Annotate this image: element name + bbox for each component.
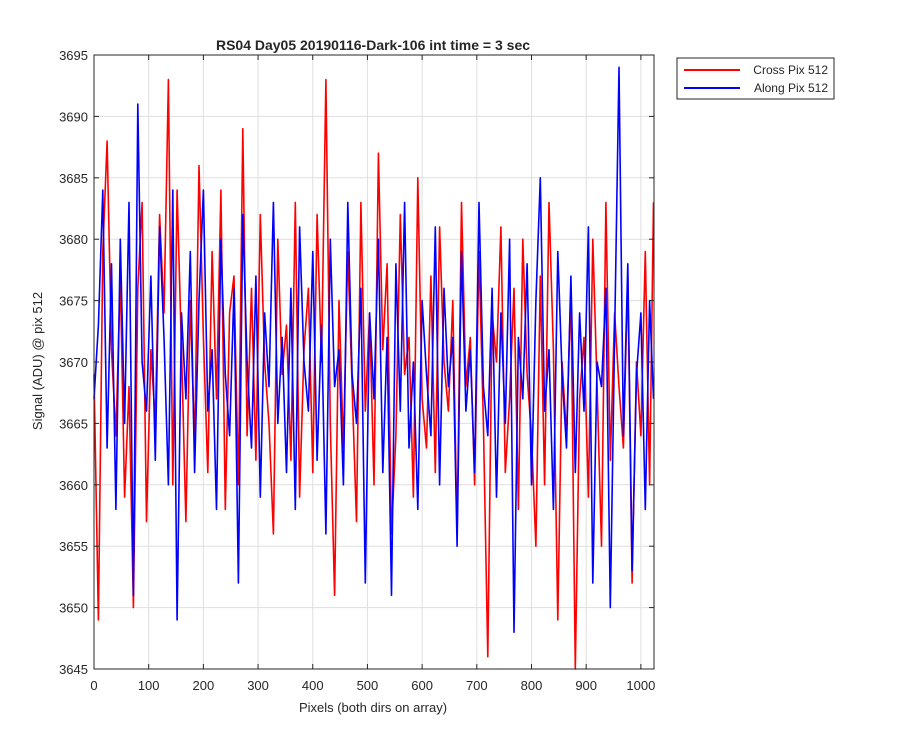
x-tick-label: 800	[521, 678, 543, 693]
y-tick-label: 3650	[59, 601, 88, 616]
x-axis-label: Pixels (both dirs on array)	[299, 700, 447, 715]
series-line-along-pix-512	[93, 66, 655, 634]
x-tick-label: 1000	[626, 678, 655, 693]
y-tick-label: 3660	[59, 478, 88, 493]
x-tick-label: 100	[138, 678, 160, 693]
y-tick-label: 3695	[59, 48, 88, 63]
y-tick-label: 3670	[59, 355, 88, 370]
x-tick-label: 400	[302, 678, 324, 693]
y-tick-label: 3675	[59, 294, 88, 309]
x-tick-label: 200	[193, 678, 215, 693]
ticks: 0 100 200 300 400 500 600 700 800 900 1000 3645 3650…	[59, 48, 655, 693]
x-tick-label: 900	[575, 678, 597, 693]
legend-label-cross: Cross Pix 512	[753, 63, 828, 77]
x-tick-label: 500	[357, 678, 379, 693]
chart-title: RS04 Day05 20190116-Dark-106 int time = …	[216, 37, 530, 53]
y-tick-label: 3680	[59, 232, 88, 247]
x-tick-label: 600	[411, 678, 433, 693]
legend-label-along: Along Pix 512	[754, 81, 828, 95]
y-tick-label: 3665	[59, 416, 88, 431]
y-tick-label: 3685	[59, 171, 88, 186]
x-tick-label: 300	[247, 678, 269, 693]
y-axis-label: Signal (ADU) @ pix 512	[30, 292, 45, 430]
legend: Cross Pix 512 Along Pix 512	[676, 57, 835, 100]
y-tick-label: 3645	[59, 662, 88, 677]
x-tick-label: 700	[466, 678, 488, 693]
series-line-cross-pix-512	[93, 78, 655, 670]
x-tick-label: 0	[90, 678, 97, 693]
series-layer	[93, 66, 655, 670]
legend-box	[676, 57, 835, 100]
y-tick-label: 3655	[59, 539, 88, 554]
y-tick-label: 3690	[59, 109, 88, 124]
